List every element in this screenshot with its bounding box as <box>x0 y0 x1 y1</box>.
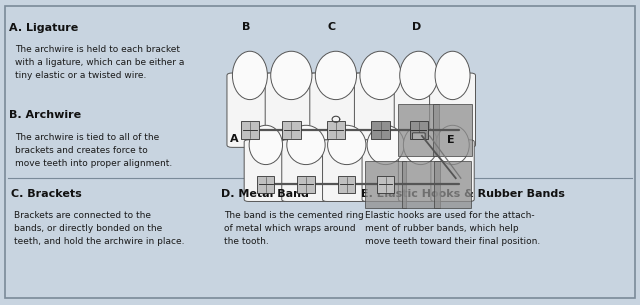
Text: D. Metal Band: D. Metal Band <box>221 189 309 199</box>
Text: E: E <box>447 135 455 145</box>
FancyBboxPatch shape <box>282 140 330 202</box>
Text: The band is the cemented ring
of metal which wraps around
the tooth.: The band is the cemented ring of metal w… <box>225 211 364 246</box>
Text: The archwire is held to each bracket
with a ligature, which can be either a
tiny: The archwire is held to each bracket wit… <box>15 45 185 80</box>
FancyBboxPatch shape <box>398 103 440 156</box>
FancyBboxPatch shape <box>431 140 474 202</box>
Ellipse shape <box>403 125 438 165</box>
FancyBboxPatch shape <box>401 161 440 207</box>
Ellipse shape <box>249 125 282 165</box>
Ellipse shape <box>328 125 366 165</box>
Text: Elastic hooks are used for the attach-
ment of rubber bands, which help
move tee: Elastic hooks are used for the attach- m… <box>365 211 540 246</box>
FancyBboxPatch shape <box>326 120 345 139</box>
FancyBboxPatch shape <box>244 140 287 202</box>
Ellipse shape <box>232 51 268 100</box>
Text: C. Brackets: C. Brackets <box>11 189 82 199</box>
FancyBboxPatch shape <box>394 73 444 147</box>
Text: A. Ligature: A. Ligature <box>9 23 78 33</box>
FancyBboxPatch shape <box>412 133 425 139</box>
Text: A: A <box>230 134 238 144</box>
FancyBboxPatch shape <box>257 176 275 193</box>
FancyBboxPatch shape <box>298 176 315 193</box>
FancyBboxPatch shape <box>377 176 394 193</box>
Ellipse shape <box>435 51 470 100</box>
FancyBboxPatch shape <box>433 103 472 156</box>
Ellipse shape <box>316 51 356 100</box>
Text: D: D <box>412 22 422 32</box>
FancyBboxPatch shape <box>282 120 301 139</box>
FancyBboxPatch shape <box>434 161 471 207</box>
Ellipse shape <box>271 51 312 100</box>
FancyBboxPatch shape <box>429 73 476 147</box>
FancyBboxPatch shape <box>265 73 317 147</box>
FancyBboxPatch shape <box>338 176 355 193</box>
FancyBboxPatch shape <box>4 6 635 298</box>
FancyBboxPatch shape <box>323 140 371 202</box>
Ellipse shape <box>367 125 404 165</box>
FancyBboxPatch shape <box>227 73 273 147</box>
FancyBboxPatch shape <box>410 120 428 139</box>
FancyBboxPatch shape <box>365 161 406 207</box>
FancyBboxPatch shape <box>355 73 406 147</box>
Ellipse shape <box>436 125 469 165</box>
Text: B. Archwire: B. Archwire <box>9 110 81 120</box>
FancyBboxPatch shape <box>362 140 409 202</box>
FancyBboxPatch shape <box>241 120 259 139</box>
Text: C: C <box>328 22 336 32</box>
Ellipse shape <box>360 51 401 100</box>
FancyBboxPatch shape <box>371 120 390 139</box>
Ellipse shape <box>287 125 325 165</box>
FancyBboxPatch shape <box>310 73 362 147</box>
FancyBboxPatch shape <box>398 140 443 202</box>
Ellipse shape <box>400 51 438 100</box>
Text: B: B <box>243 22 251 32</box>
Text: E. Elastic Hooks & Rubber Bands: E. Elastic Hooks & Rubber Bands <box>362 189 565 199</box>
Text: The archwire is tied to all of the
brackets and creates force to
move teeth into: The archwire is tied to all of the brack… <box>15 133 173 167</box>
Text: Brackets are connected to the
bands, or directly bonded on the
teeth, and hold t: Brackets are connected to the bands, or … <box>14 211 184 246</box>
